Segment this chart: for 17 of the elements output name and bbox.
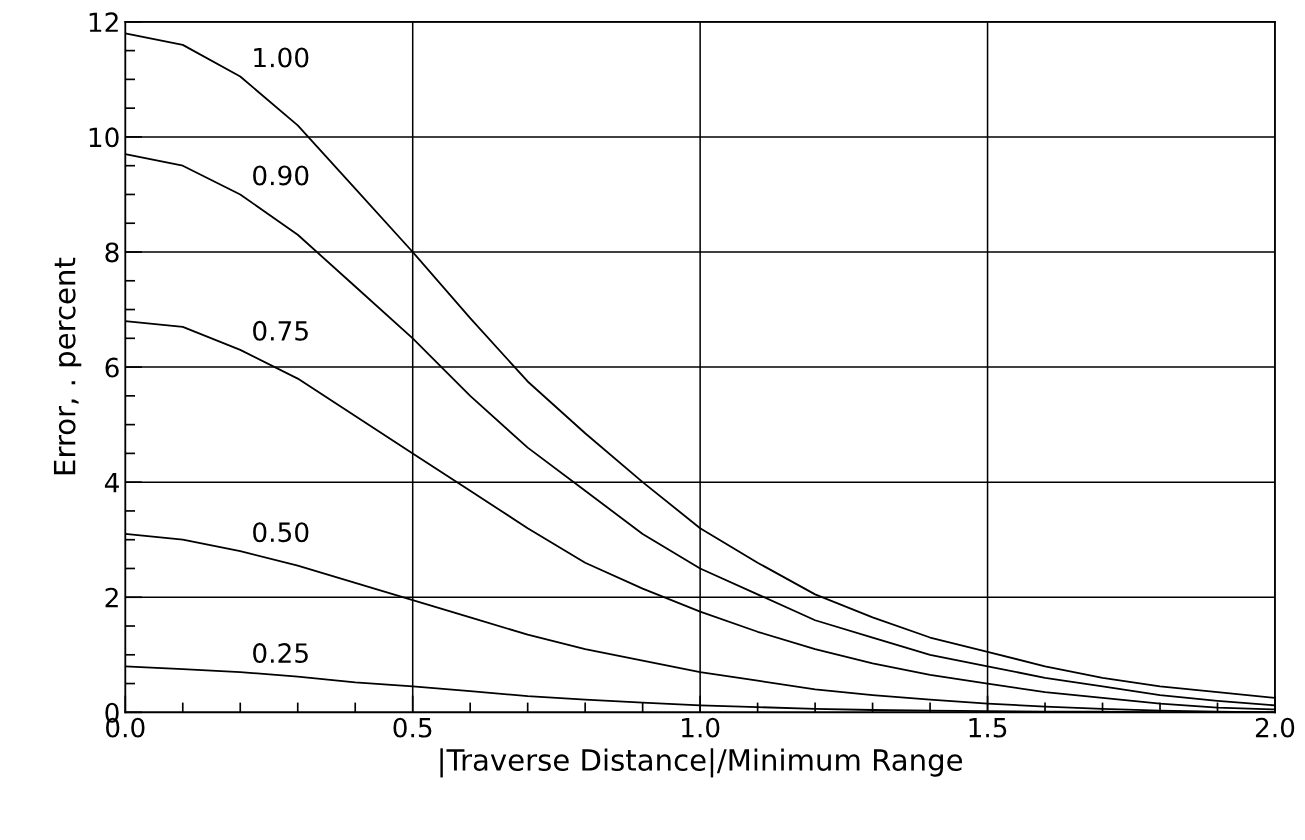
x-tick-label: 2.0 bbox=[1255, 717, 1295, 738]
series-label: 0.75 bbox=[253, 320, 308, 341]
series-label: 1.00 bbox=[254, 47, 309, 68]
y-tick-label: 2 bbox=[105, 587, 118, 608]
y-axis-title: Error, . percent bbox=[53, 257, 82, 475]
x-tick-label: 0.5 bbox=[393, 717, 432, 738]
y-tick-label: 6 bbox=[105, 357, 119, 378]
x-tick-label: 1.0 bbox=[682, 717, 720, 738]
y-tick-label: 4 bbox=[104, 472, 119, 493]
y-tick-label: 8 bbox=[105, 242, 119, 263]
y-tick-label: 10 bbox=[89, 127, 119, 148]
series-label: 0.90 bbox=[253, 165, 309, 186]
x-axis-title: |Traverse Distance|/Minimum Range bbox=[440, 748, 963, 778]
series-label: 0.50 bbox=[253, 522, 309, 543]
y-tick-label: 12 bbox=[89, 12, 118, 32]
series-label: 0.25 bbox=[253, 643, 308, 664]
x-tick-label: 1.5 bbox=[969, 717, 1007, 738]
